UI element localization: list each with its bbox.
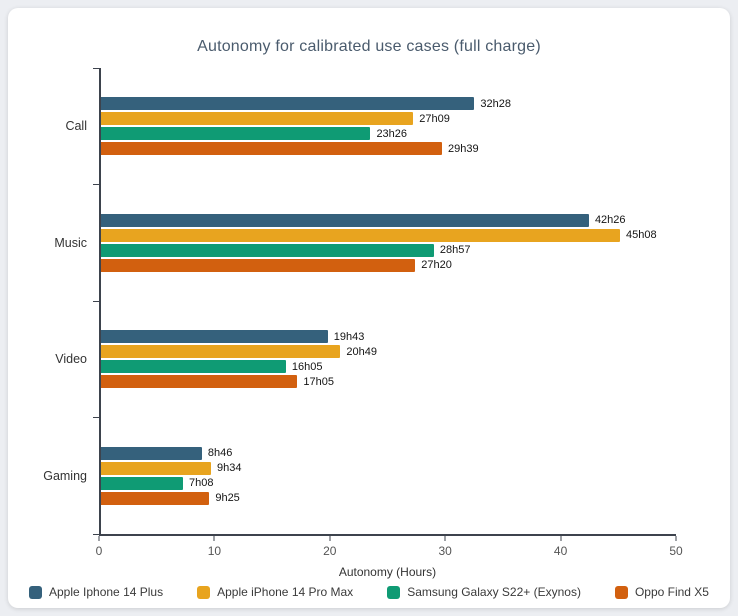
- bar-value-label: 8h46: [207, 447, 233, 460]
- bar-call-series-0: [101, 97, 475, 111]
- bar-music-series-0: [101, 213, 589, 227]
- x-axis-tick-label: 20: [323, 544, 337, 558]
- bar-video-series-3: [101, 375, 298, 389]
- chart-card: Autonomy for calibrated use cases (full …: [8, 8, 730, 608]
- category-label-music: Music: [54, 235, 87, 250]
- chart-title: Autonomy for calibrated use cases (full …: [197, 38, 541, 55]
- legend-label: Oppo Find X5: [634, 585, 709, 599]
- bar-value-label: 17h05: [303, 375, 334, 388]
- bar-value-label: 7h08: [188, 477, 214, 490]
- bar-row: 28h57: [101, 243, 676, 257]
- bar-value-label: 9h34: [217, 462, 242, 475]
- bar-gaming-series-2: [101, 476, 183, 490]
- x-axis-tick-label: 10: [207, 544, 222, 558]
- x-axis-tick-label: 30: [438, 544, 452, 558]
- x-axis-tick: [213, 536, 215, 541]
- bar-row: 8h46: [101, 446, 676, 460]
- x-axis-tick: [329, 536, 331, 541]
- x-axis-tick-label: 40: [553, 544, 568, 558]
- bar-row: 23h26: [101, 127, 676, 141]
- legend-swatch: [197, 585, 211, 599]
- x-axis-tick-label: 50: [669, 544, 683, 558]
- bar-call-series-2: [101, 127, 371, 141]
- bar-value-label: 9h25: [215, 492, 240, 505]
- y-axis-tick: [93, 300, 99, 302]
- legend-item-3[interactable]: Oppo Find X5: [614, 585, 709, 599]
- bar-value-label: 23h26: [376, 127, 408, 140]
- bar-music-series-2: [101, 243, 434, 257]
- bar-row: 9h34: [101, 461, 676, 475]
- plot-area: Call 32h28 27h09 23h26 29h39 Music 42h26 45h08 2…: [43, 67, 676, 536]
- legend-swatch: [29, 585, 42, 599]
- legend-swatch: [614, 585, 628, 599]
- bar-row: 29h39: [101, 142, 676, 156]
- bar-row: 42h26: [101, 213, 676, 227]
- bar-group-video: Video 19h43 20h49 16h05 17h05: [55, 301, 676, 418]
- bar-row: 16h05: [101, 360, 676, 374]
- bar-video-series-0: [101, 330, 328, 344]
- bar-row: 19h43: [101, 330, 676, 344]
- bar-value-label: 20h49: [346, 345, 378, 358]
- bar-value-label: 32h28: [480, 97, 511, 110]
- x-axis-tick: [98, 536, 100, 541]
- legend-label: Apple iPhone 14 Pro Max: [217, 585, 354, 599]
- category-label-video: Video: [55, 352, 87, 367]
- x-axis-label: Autonomy (Hours): [338, 565, 437, 579]
- y-axis-tick: [93, 184, 99, 185]
- bar-value-label: 16h05: [291, 360, 323, 373]
- category-label-gaming: Gaming: [43, 468, 87, 483]
- x-axis-tick: [444, 536, 446, 541]
- bar-group-music: Music 42h26 45h08 28h57 27h20: [54, 185, 676, 302]
- bar-music-series-1: [101, 228, 620, 242]
- bar-group-call: Call 32h28 27h09 23h26 29h39: [65, 68, 676, 185]
- bar-value-label: 28h57: [439, 244, 471, 257]
- legend-item-0[interactable]: Apple Iphone 14 Plus: [29, 585, 163, 599]
- bar-row: 27h09: [101, 112, 676, 126]
- bar-value-label: 29h39: [447, 142, 479, 155]
- bar-value-label: 42h26: [594, 214, 626, 227]
- bar-row: 9h25: [101, 491, 676, 505]
- bar-value-label: 27h09: [419, 112, 450, 125]
- bar-gaming-series-3: [101, 491, 210, 505]
- bar-video-series-2: [101, 360, 286, 374]
- x-axis-tick-label: 0: [95, 544, 103, 558]
- bar-value-label: 45h08: [625, 229, 657, 242]
- category-label-call: Call: [65, 119, 87, 134]
- x-axis-tick: [560, 536, 562, 541]
- bar-gaming-series-0: [101, 446, 202, 460]
- bar-value-label: 27h20: [421, 259, 452, 272]
- x-axis: 0 10 20 30 40 50: [95, 536, 683, 566]
- bar-music-series-3: [101, 258, 416, 272]
- y-axis-tick: [93, 533, 99, 535]
- legend-label: Apple Iphone 14 Plus: [49, 585, 164, 599]
- bar-row: 27h20: [101, 258, 676, 272]
- legend-swatch: [387, 585, 401, 599]
- bar-row: 17h05: [101, 375, 676, 389]
- legend-item-1[interactable]: Apple iPhone 14 Pro Max: [197, 585, 353, 599]
- bar-gaming-series-1: [101, 461, 212, 475]
- legend-label: Samsung Galaxy S22+ (Exynos): [407, 585, 581, 599]
- bar-group-gaming: Gaming 8h46 9h34 7h08 9h25: [43, 418, 676, 535]
- legend-item-2[interactable]: Samsung Galaxy S22+ (Exynos): [387, 585, 581, 599]
- x-axis-tick: [675, 536, 677, 541]
- bar-row: 7h08: [101, 476, 676, 490]
- y-axis-tick: [93, 67, 99, 69]
- y-axis-tick: [93, 417, 99, 418]
- bar-call-series-3: [101, 142, 442, 156]
- bar-video-series-1: [101, 345, 341, 359]
- bar-call-series-1: [101, 112, 414, 126]
- legend: Apple Iphone 14 Plus Apple iPhone 14 Pro …: [8, 585, 730, 599]
- bar-row: 32h28: [101, 97, 676, 111]
- bar-row: 20h49: [101, 345, 676, 359]
- bar-value-label: 19h43: [333, 330, 365, 343]
- bar-row: 45h08: [101, 228, 676, 242]
